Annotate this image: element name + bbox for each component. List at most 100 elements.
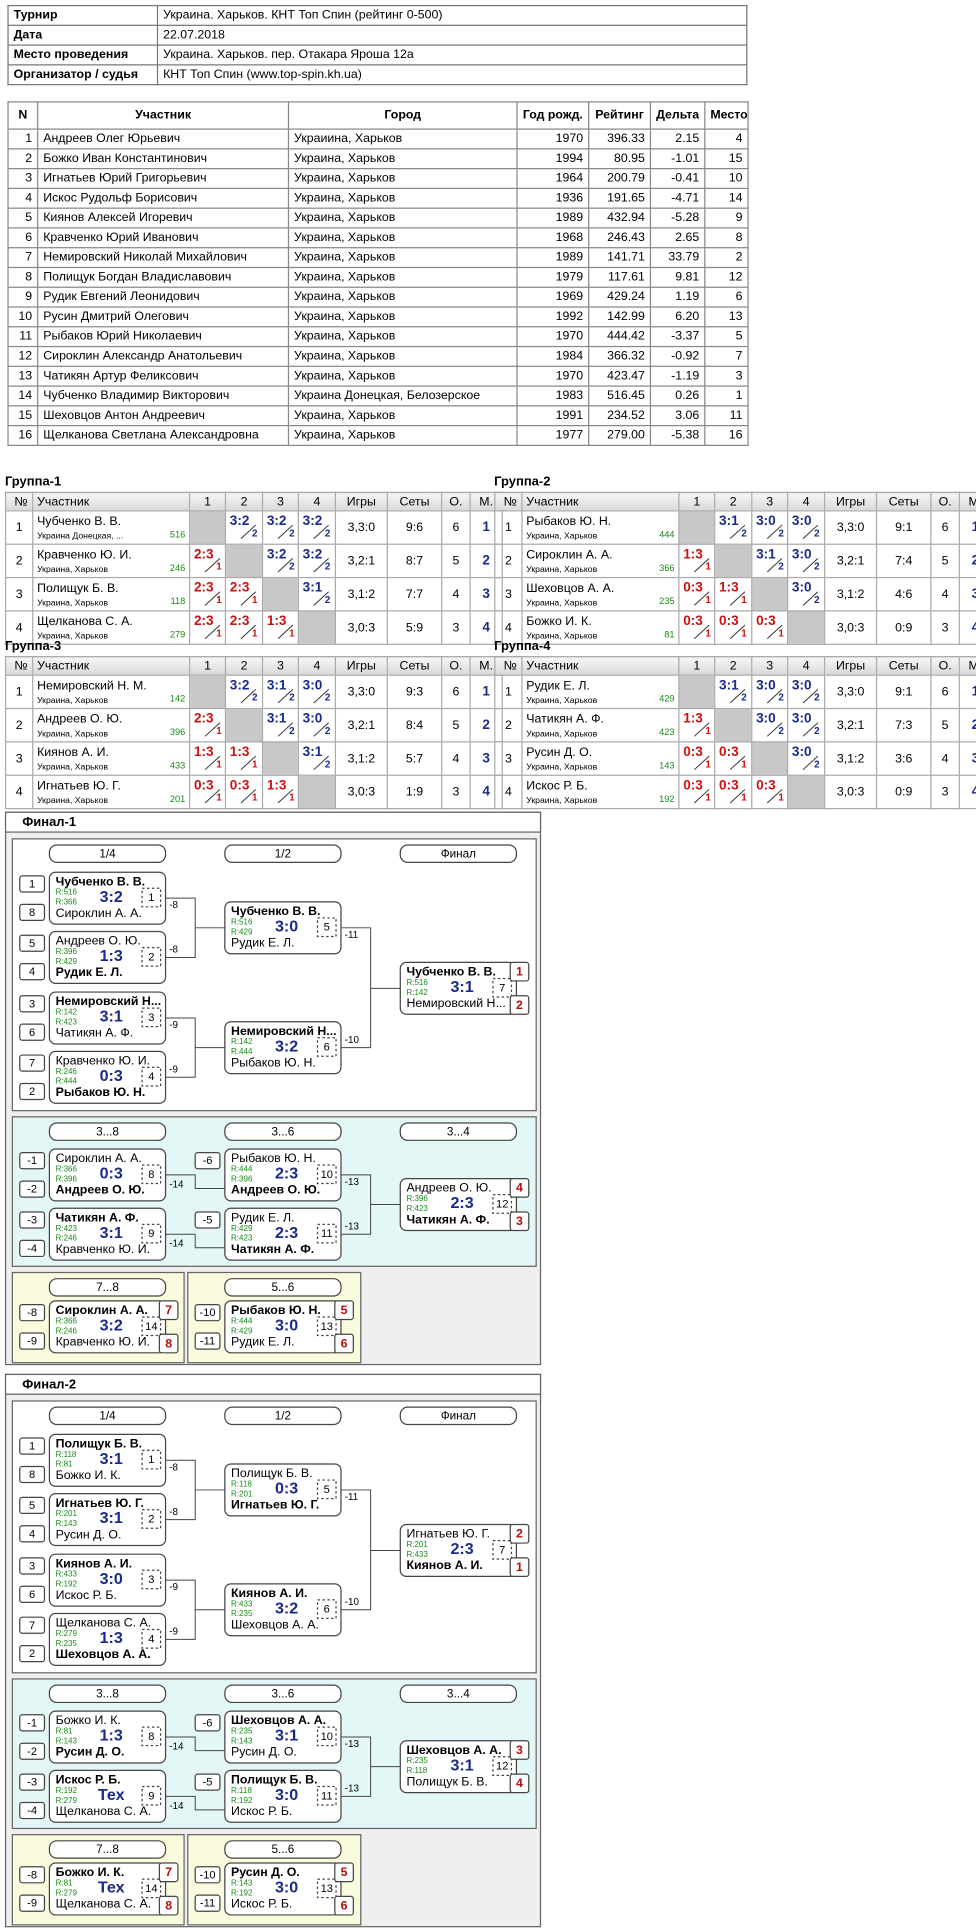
participant-city: Украина, Харьков xyxy=(37,598,108,608)
column-header: Город xyxy=(287,101,518,130)
participant-rating: 423 xyxy=(659,725,675,737)
column-header: М. xyxy=(958,491,976,512)
player-cell: Рудик Евгений Леонидович xyxy=(37,286,290,308)
score-slash xyxy=(729,524,746,540)
self-cell xyxy=(189,674,227,710)
players-header: N Участник Город Год рожд. Рейтинг Дельта Мест… xyxy=(7,101,749,130)
points: 3 xyxy=(441,610,471,645)
row-number: 1 xyxy=(4,674,34,710)
score-slash xyxy=(802,524,819,540)
seed-label: -1 xyxy=(27,1717,37,1729)
set-score: 3:0 xyxy=(303,711,323,726)
participant-cell: Щелканова С. А. Украина, Харьков 279 xyxy=(32,610,191,645)
row-number: 2 xyxy=(494,707,523,743)
player-cell: 5 xyxy=(7,207,39,229)
set-score: 0:3 xyxy=(719,744,739,759)
score-cell: 3:1 2 xyxy=(714,674,753,710)
match-points: 2 xyxy=(814,726,820,737)
player-cell: Украина, Харьков xyxy=(287,187,518,209)
participant-cell: Русин Д. О. Украина, Харьков 143 xyxy=(521,741,680,776)
match-points: 2 xyxy=(814,693,820,704)
place-box xyxy=(158,1895,179,1916)
participant-cell: Кравченко Ю. И. Украина, Харьков 246 xyxy=(32,543,191,579)
player-cell: -3.37 xyxy=(649,326,706,348)
score-slash xyxy=(240,591,257,606)
set-score: 3:0 xyxy=(303,677,323,692)
column-header: 4 xyxy=(297,656,337,676)
set-score: 3:2 xyxy=(267,513,287,528)
set-score: 3:2 xyxy=(303,546,323,561)
set-score: 1:3 xyxy=(230,744,250,759)
player-rating: R:235 xyxy=(56,1639,78,1648)
score-slash xyxy=(204,789,221,804)
score-cell: 3:0 2 xyxy=(786,543,826,579)
match-points: 2 xyxy=(778,528,784,539)
loser-next: -10 xyxy=(345,1597,360,1608)
score-slash xyxy=(729,789,746,804)
player-name: Божко И. К. xyxy=(56,1865,125,1879)
loser-next: -8 xyxy=(169,1507,178,1518)
player-name: Полищук Б. В. xyxy=(406,1774,487,1788)
seed-label: -10 xyxy=(200,1869,216,1881)
match-number: 7 xyxy=(499,1544,505,1556)
score-mark: 0:31 xyxy=(683,613,711,639)
player-cell: 16 xyxy=(7,424,39,446)
sets: 5:9 xyxy=(386,610,443,645)
loser-next: -9 xyxy=(169,1627,178,1638)
match-box xyxy=(48,1433,167,1487)
score-cell: 3:2 2 xyxy=(297,510,337,545)
player-rating: R:429 xyxy=(231,1326,253,1335)
points: 5 xyxy=(930,707,960,743)
self-cell xyxy=(751,741,789,776)
seed-box xyxy=(19,1023,46,1041)
player-row: 4 Искос Рудольф Борисович Украина, Харьков… xyxy=(7,187,749,209)
seed-box xyxy=(19,1332,46,1350)
self-cell xyxy=(297,774,337,810)
player-row: 5 Киянов Алексей Игоревич Украина, Харьков… xyxy=(7,207,749,229)
sets: 7:4 xyxy=(875,543,932,579)
participant-cell: Шеховцов А. А. Украина, Харьков 235 xyxy=(521,576,680,612)
player-name: Рыбаков Ю. Н. xyxy=(231,1151,316,1165)
place: 1 xyxy=(958,674,976,710)
match-points: 1 xyxy=(252,628,258,639)
match-number: 13 xyxy=(321,1883,333,1895)
player-cell: 6 xyxy=(7,227,39,249)
round-header: 5...6 xyxy=(272,1843,295,1856)
match-number: 7 xyxy=(499,982,505,994)
score-mark: 1:31 xyxy=(230,744,258,770)
set-score: 0:3 xyxy=(683,777,703,792)
participant-cell: Рыбаков Ю. Н. Украина, Харьков 444 xyxy=(521,510,680,545)
match-box xyxy=(48,1710,167,1764)
score-mark: 0:31 xyxy=(719,777,747,804)
match-points: 2 xyxy=(325,528,331,539)
player-cell: 1970 xyxy=(516,128,590,150)
participant-name: Божко И. К. xyxy=(526,614,592,629)
player-row: 6 Кравченко Юрий Иванович Украина, Харьков… xyxy=(7,227,749,249)
group-title: Группа-2 xyxy=(494,474,551,490)
column-header: М. xyxy=(958,656,976,676)
column-header: 3 xyxy=(751,656,789,676)
score-cell: 2:3 1 xyxy=(189,707,227,743)
player-name: Шеховцов А. А. xyxy=(56,1647,151,1661)
score-mark: 2:31 xyxy=(230,613,258,639)
participant-name: Сироклин А. А. xyxy=(526,547,613,562)
row-number: 3 xyxy=(4,576,34,612)
participant: Киянов А. И. Украина, Харьков 433 xyxy=(34,744,188,772)
column-header: Игры xyxy=(824,491,878,512)
self-cell xyxy=(678,510,716,545)
info-row: Место проведения Украина. Харьков. пер. О… xyxy=(7,44,748,66)
player-rating: R:396 xyxy=(406,1194,428,1203)
match-number: 8 xyxy=(148,1169,154,1181)
match-box xyxy=(48,1612,167,1666)
participant-name: Киянов А. И. xyxy=(37,745,109,760)
player-rating: R:118 xyxy=(231,1480,252,1489)
score-mark: 0:31 xyxy=(194,777,222,804)
score-cell: 2:3 1 xyxy=(224,610,264,645)
place-label: 6 xyxy=(341,1899,348,1913)
match-box xyxy=(48,1553,167,1607)
player-cell: Украина, Харьков xyxy=(287,326,518,348)
player-row: 1 Андреев Олег Юрьевич Украиина, Харьков 19… xyxy=(7,128,749,150)
player-name: Рудик Е. Л. xyxy=(231,1210,295,1224)
set-score: 2:3 xyxy=(230,613,250,628)
